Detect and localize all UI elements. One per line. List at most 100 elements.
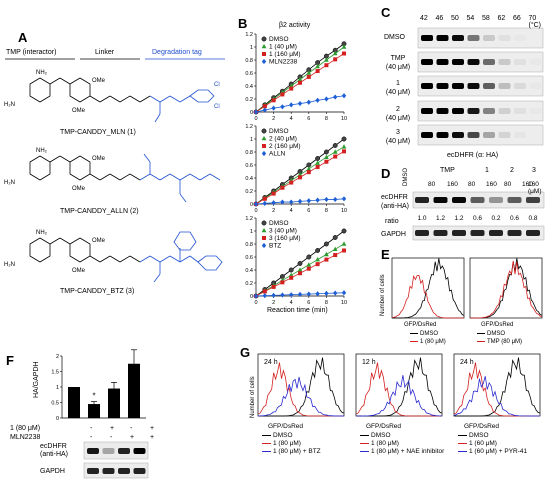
panel-c-letter: C [381,5,391,20]
b-point [306,166,312,171]
c-band [498,59,511,65]
e-hist-dmso-left [391,258,465,319]
c-temp-label: 62 [497,15,506,22]
g-time-label: 24 h [264,359,278,366]
svg-text:OMe: OMe [72,268,86,274]
b-point [341,144,347,149]
panel-d-blots: 1.0 1.2 1.2 0.6 0.2 0.6 0.8 [412,191,545,241]
g-legend-swatch [262,434,271,436]
b-y-tick-label: 0.6 [245,71,253,77]
g-time-label: 24 h [460,359,474,366]
f-row2-sign: + [150,434,155,441]
structure-2: NH₂ H₂N OMe OMe [4,148,221,203]
b-point [332,50,338,56]
b-y-tick-label: 0.6 [245,255,253,261]
b-legend-label: DMSO [269,36,289,43]
b-point [315,262,320,267]
b-point [289,275,294,280]
b-legend-marker [261,43,267,49]
f-significance-star: * [92,391,95,400]
b-point [297,100,303,107]
b-legend-label: 1 (40 μM) [269,44,297,51]
b-point [332,246,338,251]
b-legend-marker [261,227,267,233]
b-point [333,57,338,62]
g-hist-dmso [454,357,541,417]
b-point [342,248,346,253]
d-conc-label: 160 [522,181,533,188]
g-xlabel: GFP/DsRed [366,423,402,430]
g-legend-swatch [360,450,369,452]
g-legend-item: DMSO [360,432,391,439]
c-blot-strip [417,100,544,122]
f-y-tick-label: 0.5 [51,401,59,407]
b-x-tick-label: 0 [254,300,257,306]
compound-2-label: TMP-CANDDY_ALLN (2) [60,208,139,215]
e-hist-dmso-right [469,258,543,319]
f-row1-sign: + [110,425,115,432]
b-legend-marker [261,242,267,249]
c-row-3-conc: (40 μM) [385,138,411,145]
b-legend-marker [261,58,267,65]
b-legend-marker [261,128,267,134]
c-caption: ecDHFR (α: HA) [447,152,499,159]
d-group-1: TMP [440,167,455,174]
f-ecdhfr-strip [83,441,149,460]
b-legend-marker [261,150,267,157]
b-point [298,175,302,180]
b-legend-marker [261,36,267,42]
b-point [253,109,259,115]
panel-d-letter: D [381,166,391,181]
b-point [342,51,346,56]
b-point [315,291,320,297]
g-legend-item: DMSO [262,432,293,439]
b-point [315,156,321,161]
g-legend-item: 1 (80 μM) + NAE inhibitor [360,448,444,455]
b-point [342,149,346,154]
c-band [483,132,495,138]
b-x-tick-label: 8 [325,208,328,214]
e-hist-tmp-right [469,260,543,319]
b-point [271,98,276,103]
c-band [421,83,433,89]
d-conc-label: 80 [504,181,512,188]
c-band [467,132,480,138]
g-legend-label: 1 (80 μM) + NAE inhibitor [371,448,445,455]
c-row-1: 1 [396,80,400,87]
c-temp-label: 42 [420,15,428,22]
b-y-tick-label: 1 [250,229,253,235]
b-point [289,102,294,108]
e-xlabel-right: GFP/DsRed [481,322,514,328]
d-ratio-value: 1.0 [417,215,426,222]
b-point [315,164,320,169]
d-gapdh-band [470,230,485,236]
b-x-tick-label: 10 [341,300,347,306]
g-legend-swatch [458,434,467,436]
c-band [452,108,464,114]
b-point [280,199,285,205]
b-point [323,241,329,247]
panel-g-letter: G [240,345,251,360]
b-point [253,201,259,207]
b-x-tick-label: 2 [272,300,275,306]
b-y-tick-label: 1.2 [245,124,253,130]
b-legend-label: 1 (160 μM) [269,51,301,58]
panel-e-letter: E [381,247,390,262]
b-x-tick-label: 4 [290,300,293,306]
b-point [288,267,294,273]
g-hist-frame [257,353,345,417]
f-ecdhfr-band [87,448,99,454]
panel-f-blots [83,441,149,479]
b-point [262,289,267,294]
d-group-2: 1 [485,167,489,174]
b-point [315,248,321,253]
b-x-tick-label: 10 [341,116,347,122]
b-point [306,99,311,105]
g-hist-frame [453,353,541,417]
b-point [297,198,303,204]
b-point [306,170,311,175]
b-y-tick-label: 0.8 [245,58,253,64]
b-y-tick-label: 0.2 [245,97,253,103]
c-band [436,35,449,41]
